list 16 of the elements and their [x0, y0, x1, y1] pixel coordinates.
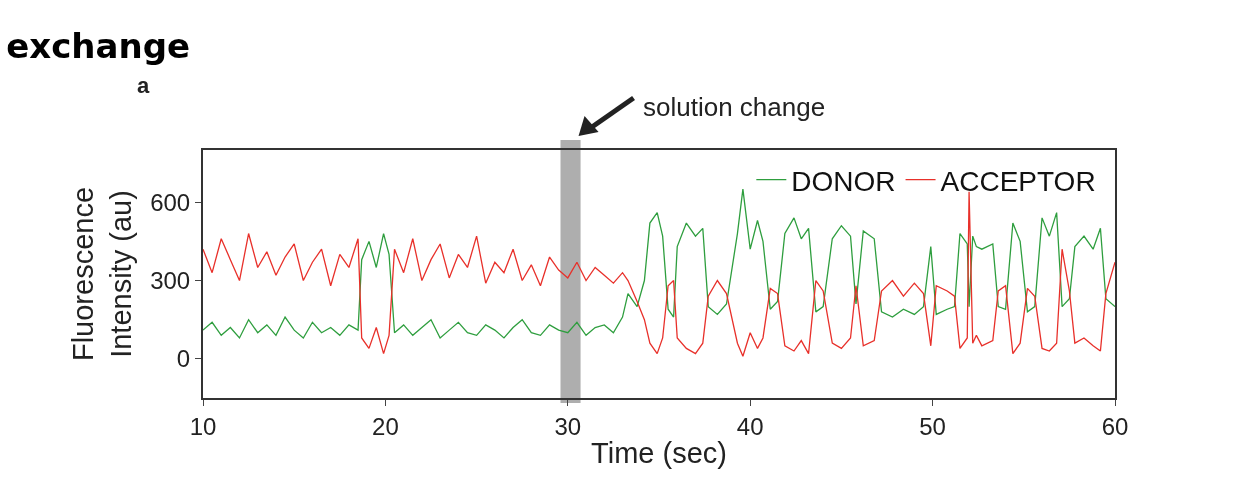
band-label: solution change	[643, 92, 826, 122]
x-tick-label: 50	[919, 412, 946, 440]
x-tick-label: 10	[189, 412, 217, 440]
x-tick-label: 30	[554, 412, 582, 440]
y-tick-label: 600	[150, 188, 191, 216]
x-tick-label: 20	[372, 412, 399, 440]
y-tick-label: 300	[150, 266, 191, 294]
x-tick-label: 60	[1101, 412, 1129, 440]
chart-title: exchange	[6, 25, 191, 66]
legend-label: DONOR	[791, 165, 896, 197]
legend-label: ACCEPTOR	[940, 165, 1096, 197]
y-tick-label: 0	[176, 345, 191, 373]
x-tick-label: 40	[736, 412, 764, 440]
x-axis-title: Time (sec)	[591, 437, 727, 470]
text: a	[137, 73, 150, 98]
y-axis-title: Fluorescence Intensity (au)	[67, 186, 137, 362]
